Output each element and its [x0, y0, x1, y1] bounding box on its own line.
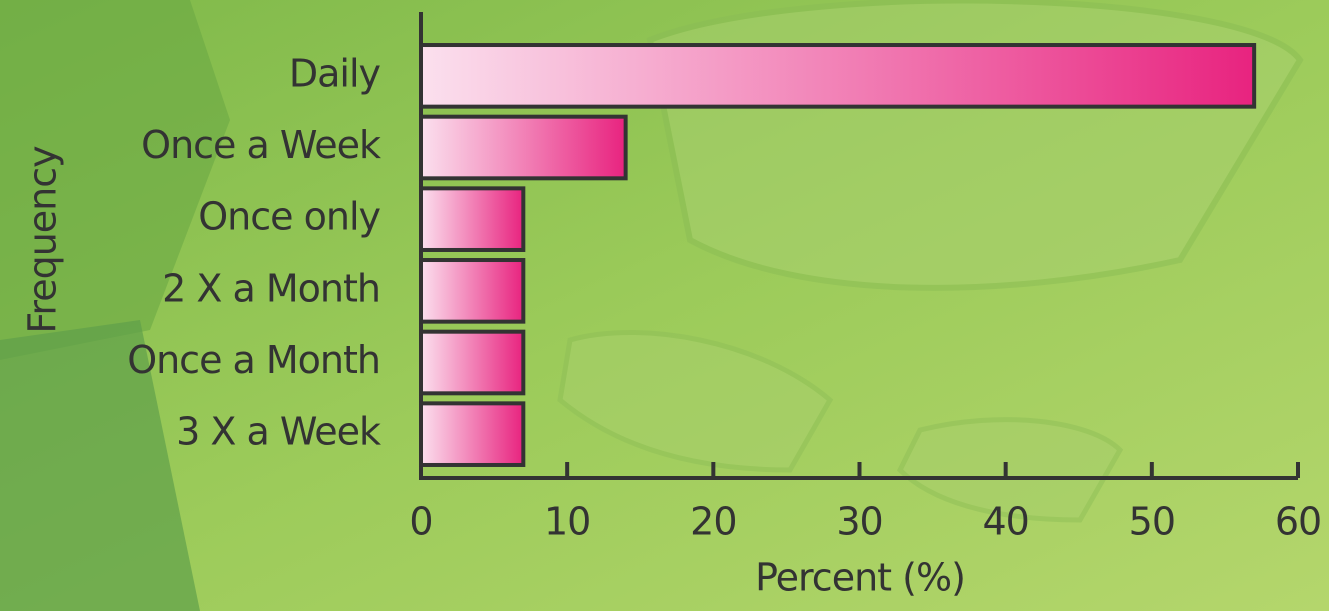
x-tick-label: 10: [544, 500, 590, 544]
x-axis-label: Percent (%): [755, 556, 965, 600]
y-tick-label: 3 X a Week: [176, 410, 381, 454]
y-tick-label: Once only: [198, 195, 380, 239]
bar: [419, 43, 1257, 109]
y-tick-label: Once a Month: [127, 338, 380, 382]
x-tick-label: 20: [690, 500, 736, 544]
bar: [419, 186, 526, 252]
decor-key: [557, 330, 834, 473]
decor-key: [896, 417, 1124, 523]
x-tick-label: 40: [982, 500, 1028, 544]
bar: [419, 114, 628, 181]
y-tick-label: 2 X a Month: [162, 266, 380, 310]
y-tick-label: Once a Week: [141, 123, 381, 167]
bar: [419, 401, 526, 467]
y-tick-label: Daily: [289, 51, 381, 95]
decor-leaf: [0, 320, 200, 611]
x-tick-label: 50: [1129, 500, 1175, 544]
decor-leaf: [0, 0, 230, 360]
y-axis-label: Frequency: [21, 146, 65, 334]
x-tick-label: 30: [836, 500, 882, 544]
x-tick-label: 60: [1275, 500, 1321, 544]
bar: [419, 329, 526, 396]
bar: [419, 258, 526, 324]
x-tick-label: 0: [409, 500, 432, 544]
